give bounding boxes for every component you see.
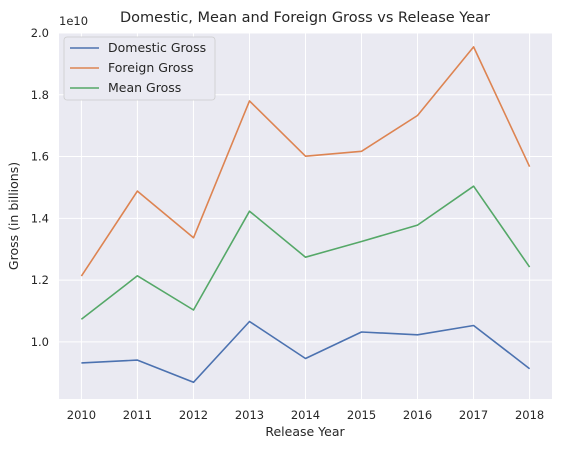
legend: Domestic Gross Foreign Gross Mean Gross [63,36,216,101]
series-lines [80,46,531,384]
series-line-mean-gross [80,185,531,320]
y-tick-label: 1.2 [31,273,49,287]
x-tick-label: 2012 [179,408,208,422]
y-offset-label: 1e10 [59,14,88,28]
y-axis-label: Gross (in billions) [6,162,21,270]
y-tick-label: 1.8 [31,88,49,102]
x-tick-label: 2013 [235,408,264,422]
x-tick-label: 2018 [515,408,544,422]
x-tick-label: 2014 [291,408,320,422]
x-tick-label: 2011 [123,408,152,422]
legend-label-mean: Mean Gross [108,80,181,95]
legend-label-domestic: Domestic Gross [108,40,206,55]
y-tick-labels: 1.0 1.2 1.4 1.6 1.8 2.0 [31,26,49,349]
legend-box [63,36,216,101]
chart-title: Domestic, Mean and Foreign Gross vs Rele… [120,10,490,26]
x-tick-label: 2015 [347,408,376,422]
x-tick-label: 2016 [403,408,432,422]
legend-label-foreign: Foreign Gross [108,60,193,75]
x-tick-label: 2017 [459,408,488,422]
series-line-foreign-gross [80,46,531,277]
x-tick-labels: 2010 2011 2012 2013 2014 2015 2016 2017 2018 [67,408,544,422]
y-tick-label: 2.0 [31,26,49,40]
y-tick-label: 1.4 [31,211,49,225]
y-tick-label: 1.6 [31,150,49,164]
y-tick-label: 1.0 [31,335,49,349]
series-line-domestic-gross [81,320,531,384]
x-axis-label: Release Year [265,424,345,439]
x-tick-label: 2010 [67,408,96,422]
